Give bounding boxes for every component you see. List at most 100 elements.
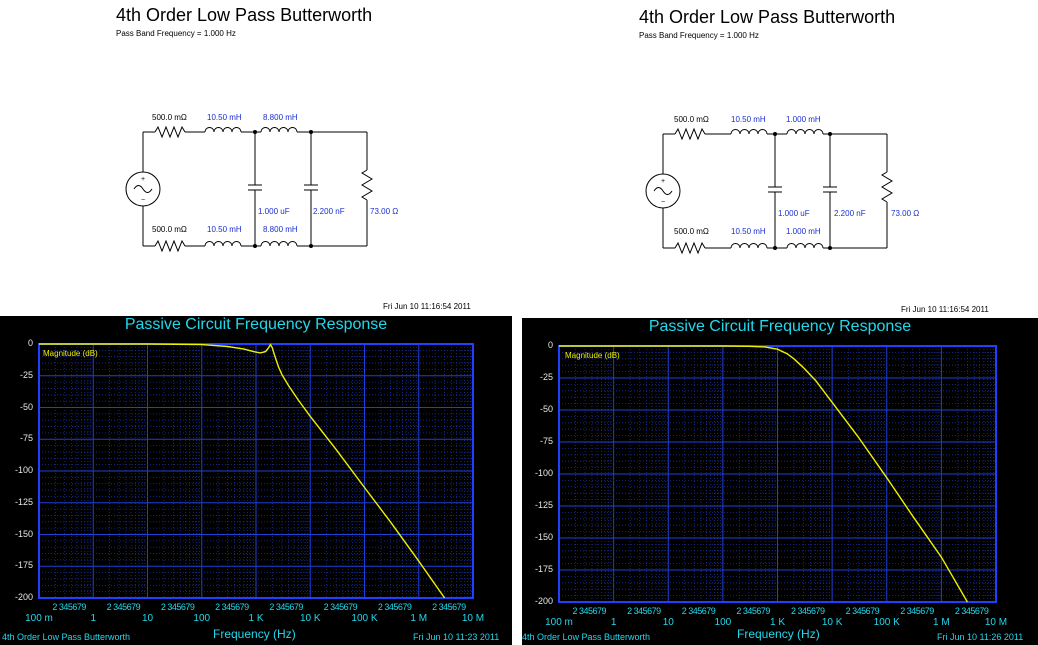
- left-panel: 4th Order Low Pass Butterworth Pass Band…: [0, 5, 512, 645]
- schematic-title: 4th Order Low Pass Butterworth: [639, 7, 896, 27]
- series-line: [559, 345, 969, 603]
- schematic-title: 4th Order Low Pass Butterworth: [116, 5, 373, 25]
- l2-bot-label: 1.000 mH: [786, 227, 821, 236]
- l2-top-label: 8.800 mH: [263, 113, 298, 122]
- y-tick-label: -25: [19, 369, 33, 380]
- y-tick-label: 0: [547, 340, 553, 350]
- svg-text:−: −: [141, 197, 145, 204]
- x-minor-tick-labels: 2 345679: [790, 606, 825, 616]
- l1-bot-label: 10.50 mH: [731, 227, 766, 236]
- frequency-response-plot: Passive Circuit Frequency Response Magni…: [0, 316, 512, 645]
- x-tick-label: 100 m: [545, 617, 573, 628]
- x-minor-tick-labels: 2 345679: [215, 602, 249, 612]
- y-tick-label: -175: [534, 564, 553, 574]
- svg-text:+: +: [141, 176, 145, 183]
- l1-bot-label: 10.50 mH: [207, 225, 242, 234]
- y-tick-label: -150: [14, 528, 33, 539]
- x-tick-label: 1: [90, 613, 97, 624]
- schematic: + − 500.0 mΩ 10.50 mH 1.000 mH 500.0 mΩ …: [645, 115, 919, 255]
- y-tick-label: -50: [19, 401, 33, 412]
- y-tick-label: -200: [534, 596, 553, 606]
- x-minor-tick-labels: 2 345679: [900, 606, 934, 616]
- c2-label: 2.200 nF: [313, 207, 345, 216]
- plot-title: Passive Circuit Frequency Response: [648, 318, 912, 335]
- l1-top-label: 10.50 mH: [731, 115, 766, 124]
- y-tick-label: -50: [539, 404, 553, 414]
- x-minor-tick-labels: 2 345679: [432, 602, 466, 612]
- y-tick-label: -125: [534, 500, 553, 510]
- x-minor-tick-labels: 2 345679: [681, 606, 716, 616]
- footer-right: Fri Jun 10 11:23 2011: [413, 632, 500, 642]
- footer-right: Fri Jun 10 11:26 2011: [937, 632, 1024, 642]
- x-tick-label: 10: [662, 617, 674, 628]
- svg-text:+: +: [661, 178, 665, 185]
- c1-label: 1.000 uF: [778, 209, 810, 218]
- l2-top-label: 1.000 mH: [786, 115, 821, 124]
- x-tick-label: 10 K: [299, 613, 321, 624]
- grid: [558, 345, 996, 603]
- l2-bot-label: 8.800 mH: [263, 225, 298, 234]
- x-minor-tick-labels: 2 345679: [323, 602, 358, 612]
- svg-text:−: −: [661, 199, 665, 206]
- x-tick-label: 1: [610, 617, 617, 628]
- y-tick-label: -175: [14, 560, 33, 571]
- footer-left: 4th Order Low Pass Butterworth: [2, 632, 131, 642]
- timestamp: Fri Jun 10 11:16:54 2011: [901, 305, 989, 314]
- r-load-label: 73.00 Ω: [891, 209, 919, 218]
- x-tick-label: 100 K: [351, 613, 378, 624]
- y-tick-label: -25: [539, 372, 553, 382]
- series-label: Magnitude (dB): [565, 351, 620, 360]
- schematic-subtitle: Pass Band Frequency = 1.000 Hz: [639, 31, 759, 40]
- y-tick-label: -75: [539, 436, 553, 446]
- right-panel: 4th Order Low Pass Butterworth Pass Band…: [519, 0, 1038, 645]
- x-tick-label: 100: [193, 613, 211, 624]
- x-minor-tick-labels: 2 345679: [845, 606, 880, 616]
- c2-label: 2.200 nF: [834, 209, 866, 218]
- c1-label: 1.000 uF: [258, 207, 290, 216]
- y-tick-label: -200: [14, 592, 33, 602]
- plot-canvas: [38, 343, 474, 599]
- x-tick-label: 100 m: [25, 613, 53, 624]
- r-load-label: 73.00 Ω: [370, 207, 398, 216]
- x-minor-tick-labels: 2 345679: [736, 606, 770, 616]
- x-minor-tick-labels: 2 345679: [106, 602, 141, 612]
- x-tick-label: 1 K: [769, 617, 785, 628]
- x-axis-label: Frequency (Hz): [737, 627, 820, 641]
- x-minor-tick-labels: 2 345679: [377, 602, 412, 612]
- x-tick-label: 10 K: [821, 617, 843, 628]
- series-label: Magnitude (dB): [43, 349, 98, 358]
- y-tick-label: -100: [14, 465, 33, 475]
- plot-frame: [38, 343, 474, 599]
- x-minor-tick-labels: 2 345679: [160, 602, 195, 612]
- x-minor-tick-labels: 2 345679: [52, 602, 86, 612]
- schematic-subtitle: Pass Band Frequency = 1.000 Hz: [116, 29, 236, 38]
- r-top-label: 500.0 mΩ: [674, 115, 709, 124]
- x-tick-label: 1 K: [248, 613, 264, 624]
- plot-canvas: [558, 345, 997, 603]
- x-tick-label: 10 M: [984, 617, 1008, 628]
- x-tick-label: 1 M: [933, 617, 950, 628]
- x-tick-label: 10: [141, 613, 154, 624]
- plot-title: Passive Circuit Frequency Response: [124, 316, 388, 333]
- x-axis-label: Frequency (Hz): [213, 627, 296, 641]
- footer-left: 4th Order Low Pass Butterworth: [522, 632, 651, 642]
- series-line: [39, 343, 446, 599]
- timestamp: Fri Jun 10 11:16:54 2011: [383, 302, 471, 311]
- y-tick-label: -75: [19, 433, 33, 444]
- l1-top-label: 10.50 mH: [207, 113, 242, 122]
- x-tick-label: 100 K: [873, 617, 900, 628]
- r-bot-label: 500.0 mΩ: [152, 225, 187, 234]
- frequency-response-plot: Passive Circuit Frequency Response Magni…: [522, 318, 1038, 645]
- schematic: + − 500.0 mΩ 10.50 mH 8.800 mH 500.0 mΩ …: [125, 113, 398, 253]
- y-tick-label: -100: [534, 468, 553, 478]
- r-bot-label: 500.0 mΩ: [674, 227, 709, 236]
- x-tick-label: 1 M: [410, 613, 428, 624]
- grid: [38, 343, 473, 599]
- x-tick-label: 10 M: [461, 613, 485, 624]
- x-minor-tick-labels: 2 345679: [269, 602, 303, 612]
- y-tick-label: -125: [14, 496, 33, 507]
- y-tick-label: -150: [534, 532, 553, 542]
- x-tick-label: 100: [714, 617, 732, 628]
- x-minor-tick-labels: 2 345679: [572, 606, 606, 616]
- r-top-label: 500.0 mΩ: [152, 113, 187, 122]
